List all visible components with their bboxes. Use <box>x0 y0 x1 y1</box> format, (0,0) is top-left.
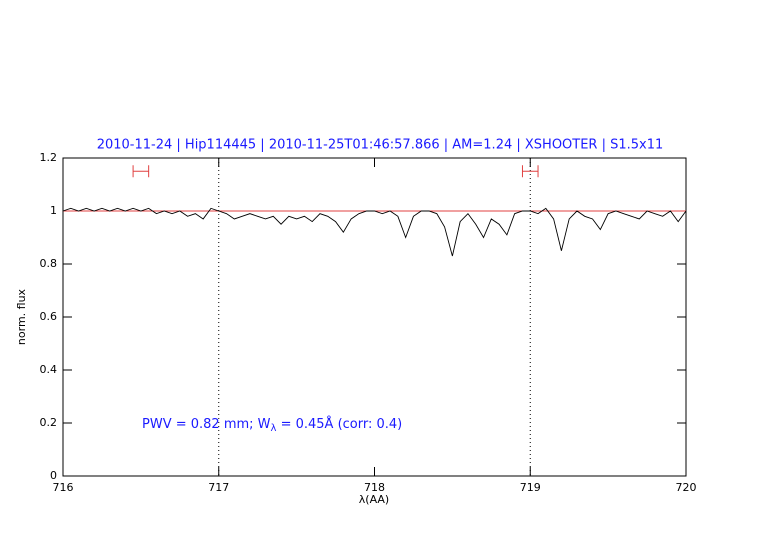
x-axis-label: λ(AA) <box>359 493 389 506</box>
x-tick-label: 718 <box>364 481 385 494</box>
x-tick-label: 719 <box>520 481 541 494</box>
annotation-subscript: λ <box>271 423 277 434</box>
y-axis-label: norm. flux <box>15 288 28 345</box>
y-tick-label: 0.8 <box>40 257 58 270</box>
range-marker <box>521 165 539 178</box>
annotation: PWV = 0.82 mm; Wλ = 0.45Å (corr: 0.4) <box>142 416 402 435</box>
y-tick-label: 1 <box>50 204 57 217</box>
annotation-text: = 0.45Å (corr: 0.4) <box>276 416 402 432</box>
x-tick-label: 716 <box>53 481 74 494</box>
y-tick-label: 1.2 <box>40 151 58 164</box>
range-marker <box>132 165 150 178</box>
y-tick-label: 0.2 <box>40 416 58 429</box>
spectrum-line <box>62 207 687 257</box>
x-tick-label: 717 <box>208 481 229 494</box>
y-tick-label: 0.4 <box>40 363 58 376</box>
x-tick-label: 720 <box>676 481 697 494</box>
annotation-text: PWV = 0.82 mm; W <box>142 417 271 432</box>
y-tick-label: 0 <box>50 469 57 482</box>
y-tick-label: 0.6 <box>40 310 58 323</box>
chart-title: 2010-11-24 | Hip114445 | 2010-11-25T01:4… <box>97 138 664 153</box>
